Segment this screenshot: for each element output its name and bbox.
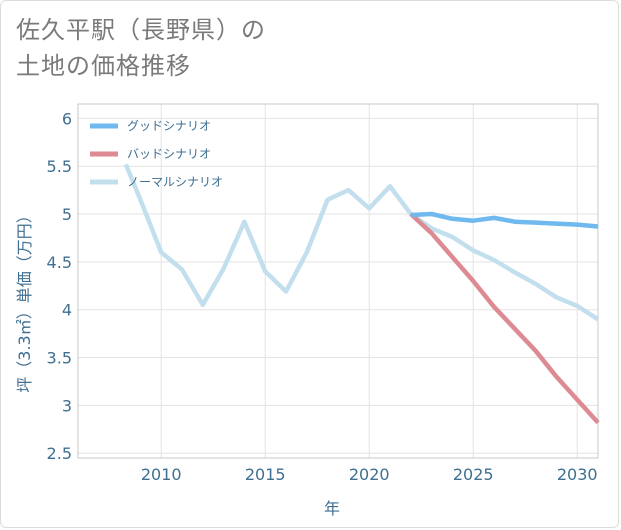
chart-title: 佐久平駅（長野県）の 土地の価格推移 <box>16 12 266 84</box>
x-tick-label: 2025 <box>453 465 494 484</box>
x-tick-labels: 2010 2015 2020 2025 2030 <box>141 465 598 484</box>
series-line-1 <box>410 211 599 229</box>
legend-label: バッドシナリオ <box>127 147 211 161</box>
title-line-2: 土地の価格推移 <box>16 52 191 80</box>
x-tick-label: 2015 <box>245 465 286 484</box>
y-tick-label: 6 <box>62 109 72 128</box>
legend-label: ノーマルシナリオ <box>127 175 223 189</box>
y-tick-label: 3.5 <box>47 349 72 368</box>
series-layer <box>123 163 600 425</box>
y-tick-labels: 2.5 3 3.5 4 4.5 5 5.5 6 <box>47 109 72 463</box>
title-line-1: 佐久平駅（長野県）の <box>16 16 266 44</box>
y-tick-label: 5.5 <box>47 157 72 176</box>
y-axis-label: 坪（3.3㎡）単価（万円） <box>15 207 34 392</box>
x-axis-label: 年 <box>324 499 340 518</box>
y-tick-label: 4 <box>62 301 72 320</box>
series-line-3 <box>123 163 600 322</box>
x-tick-label: 2020 <box>349 465 390 484</box>
series-line-2 <box>409 212 600 425</box>
legend-label: グッドシナリオ <box>127 119 211 133</box>
plot-frame <box>77 103 599 459</box>
y-tick-label: 4.5 <box>47 253 72 272</box>
x-tick-label: 2030 <box>557 465 598 484</box>
x-tick-label: 2010 <box>141 465 182 484</box>
y-tick-label: 3 <box>62 396 72 415</box>
y-tick-label: 2.5 <box>47 444 72 463</box>
y-tick-label: 5 <box>62 205 72 224</box>
